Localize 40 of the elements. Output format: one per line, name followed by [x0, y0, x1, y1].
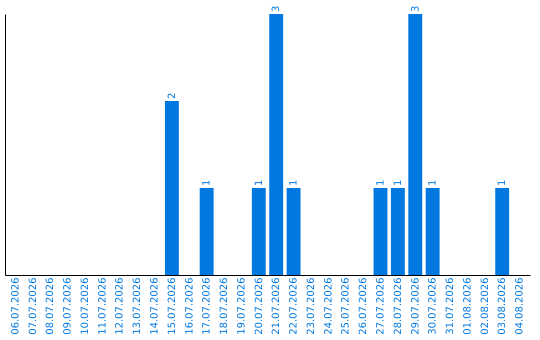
x-tick-label: 25.07.2026 [340, 278, 352, 335]
x-tick-label: 01.08.2026 [462, 278, 474, 335]
x-tick-label: 22.07.2026 [288, 278, 300, 335]
x-tick-label: 19.07.2026 [236, 278, 248, 335]
x-tick-label: 18.07.2026 [219, 278, 230, 335]
x-tick-label: 24.07.2026 [323, 278, 334, 335]
x-tick-label: 15.07.2026 [166, 278, 178, 335]
x-tick-label: 28.07.2026 [392, 278, 404, 335]
x-tick-label: 07.07.2026 [28, 278, 39, 335]
data-label: 1 [254, 180, 265, 186]
data-label: 3 [271, 6, 282, 12]
x-tick-label: 27.07.2026 [375, 278, 386, 335]
x-tick-label: 17.07.2026 [202, 278, 213, 335]
data-label: 2 [166, 92, 178, 99]
data-label: 1 [497, 180, 508, 186]
data-label: 1 [428, 180, 439, 186]
x-tick-label: 02.08.2026 [480, 278, 491, 335]
data-label: 1 [202, 180, 213, 186]
x-tick-label: 20.07.2026 [254, 278, 265, 335]
x-tick-label: 21.07.2026 [271, 278, 282, 335]
data-label: 1 [392, 180, 404, 186]
x-tick-label: 08.07.2026 [45, 278, 56, 335]
x-tick-label: 31.07.2026 [445, 278, 456, 335]
x-tick-label: 26.07.2026 [358, 278, 370, 335]
x-tick-label: 29.07.2026 [410, 278, 422, 335]
x-tick-label: 12.07.2026 [114, 278, 126, 335]
x-tick-label: 03.08.2026 [497, 278, 508, 335]
x-tick-label: 14.07.2026 [150, 278, 161, 335]
data-label: 1 [288, 180, 300, 186]
x-tick-label: 11.07.2026 [97, 278, 108, 335]
x-tick-label: 10.07.2026 [80, 278, 91, 335]
x-tick-label: 13.07.2026 [132, 278, 144, 335]
x-tick-label: 16.07.2026 [184, 278, 196, 335]
x-tick-label: 06.07.2026 [10, 278, 22, 335]
x-tick-label: 23.07.2026 [306, 278, 317, 335]
data-label: 3 [410, 6, 422, 12]
x-tick-label: 09.07.2026 [62, 278, 74, 335]
data-label: 1 [375, 180, 386, 186]
x-tick-label: 04.08.2026 [514, 278, 526, 335]
x-tick-label: 30.07.2026 [428, 278, 439, 335]
